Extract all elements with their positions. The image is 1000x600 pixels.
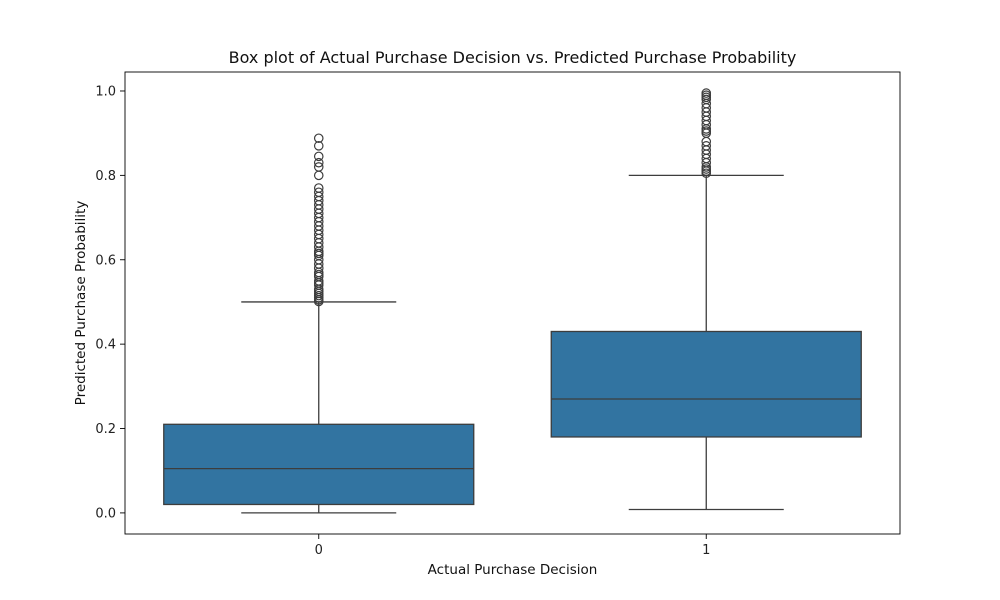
chart-title: Box plot of Actual Purchase Decision vs.… bbox=[229, 48, 797, 67]
outlier-point bbox=[313, 151, 324, 162]
outlier-point bbox=[313, 183, 324, 193]
x-axis-label: Actual Purchase Decision bbox=[428, 562, 598, 578]
boxes-layer bbox=[163, 88, 862, 514]
outlier-point bbox=[701, 141, 712, 151]
outlier-point bbox=[313, 170, 324, 181]
outlier-point bbox=[313, 141, 324, 151]
outlier-point bbox=[701, 88, 712, 98]
box-group-0 bbox=[163, 133, 475, 514]
y-tick-label: 0.4 bbox=[95, 338, 116, 353]
y-tick-label: 1.0 bbox=[95, 84, 116, 99]
y-tick-label: 0.2 bbox=[95, 422, 116, 437]
y-axis-label: Predicted Purchase Probability bbox=[73, 201, 89, 406]
iqr-box bbox=[550, 330, 862, 438]
y-tick-label: 0.8 bbox=[95, 169, 116, 184]
plot-frame bbox=[124, 71, 901, 535]
x-tick-label: 1 bbox=[702, 543, 710, 558]
outlier-point bbox=[313, 133, 324, 144]
x-tick-label: 0 bbox=[315, 543, 323, 558]
outlier-point bbox=[313, 162, 324, 172]
y-axis: 0.0 0.2 0.4 0.6 0.8 1.0 bbox=[95, 84, 125, 521]
y-tick-label: 0.0 bbox=[95, 506, 116, 521]
outlier-point bbox=[313, 157, 324, 168]
outlier-point bbox=[313, 187, 324, 198]
y-tick-label: 0.6 bbox=[95, 253, 116, 268]
box-group-1 bbox=[550, 88, 862, 511]
iqr-box bbox=[163, 423, 475, 506]
